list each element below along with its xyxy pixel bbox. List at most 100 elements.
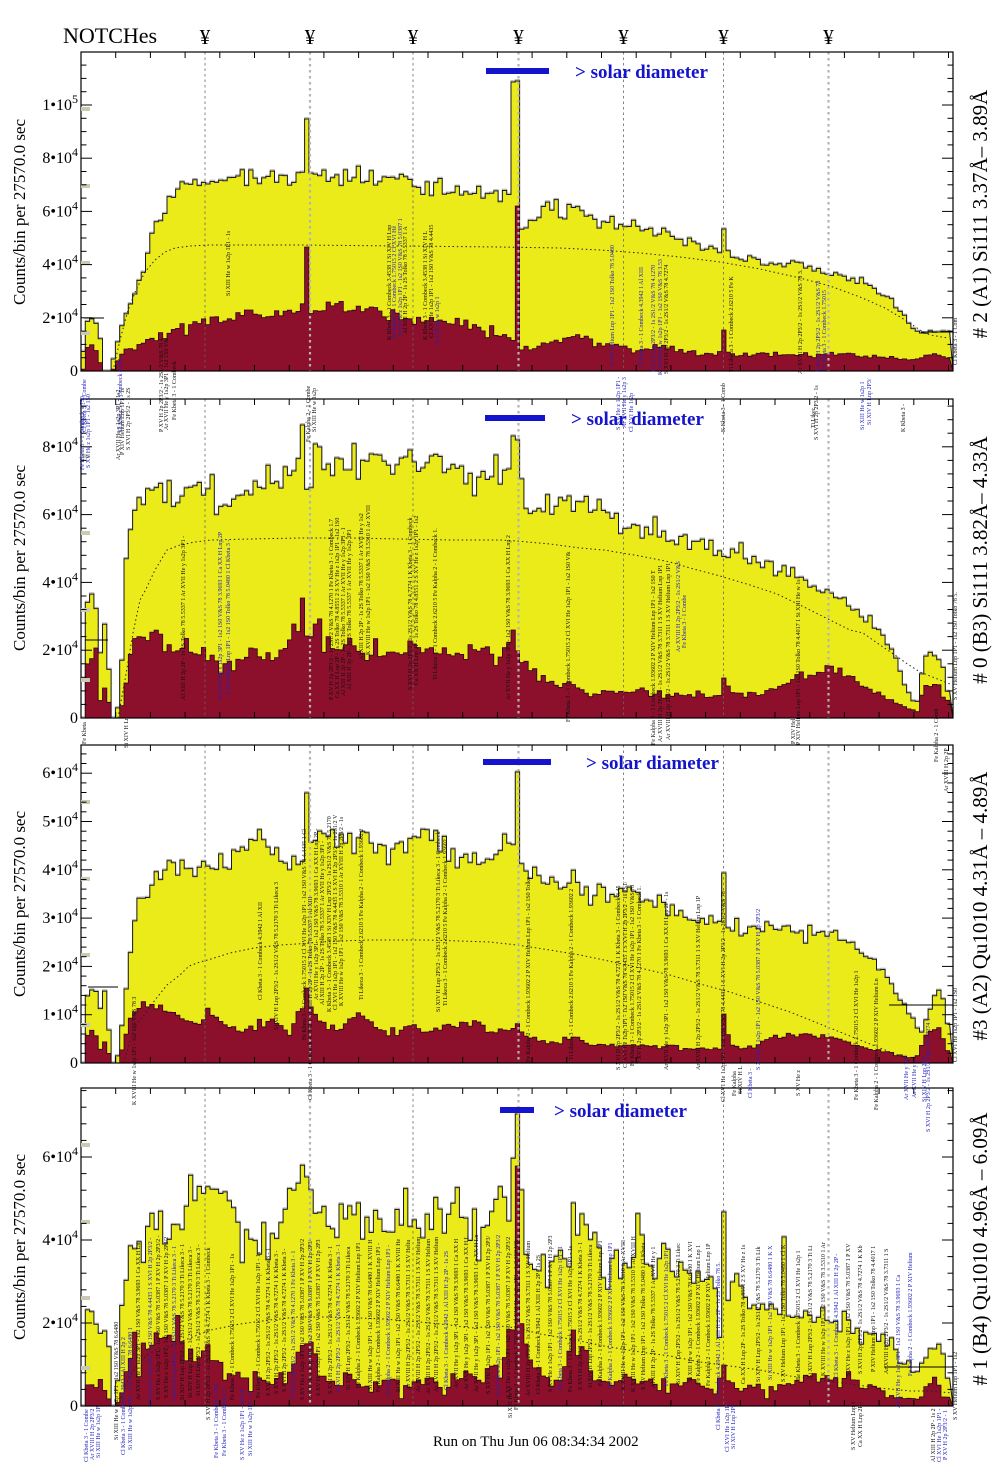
svg-text:Si XIV H L: Si XIV H L	[738, 1066, 744, 1094]
svg-text:S XV He z 1s2p 1P1 - 1s2 1S: S XV He z 1s2p 1P1 - 1s2 1S	[240, 1389, 246, 1460]
svg-text:¥: ¥	[618, 25, 629, 49]
svg-text:Si XIV H Lnp 2P3/2 - 1s 2S1/2: Si XIV H Lnp 2P3/2 - 1s 2S1/2 V&S 78 5.2…	[436, 832, 442, 1012]
svg-text:P XIV Heli: P XIV Heli	[791, 717, 797, 744]
svg-text:Si XIV H Lnp 2P3: Si XIV H Lnp 2P3	[731, 1404, 737, 1449]
svg-text:Ar XVII He y 1s2p 3P1 - 1s2 1S: Ar XVII He y 1s2p 3P1 - 1s2 1S0 V&S 78 3…	[314, 828, 320, 1000]
svg-text:Fe Kbeta 3 - 1 Combeck 1.750: Fe Kbeta 3 - 1 Combeck 1.750	[80, 396, 86, 470]
svg-text:0: 0	[70, 1398, 78, 1415]
svg-text:Cl XVI He 1s2p 1P1 - 1s2 1S0 V: Cl XVI He 1s2p 1P1 - 1s2 1S0 V&S 78 4.44…	[623, 881, 629, 1068]
svg-text:S XV He z 1s2p 1P1 - 1s2 1S0 V: S XV He z 1s2p 1P1 - 1s2 1S0 V&S 78 5.03…	[398, 218, 404, 336]
svg-text:S XVI H 2p 2P3/2 - 1s 2S1/2 V&: S XVI H 2p 2P3/2 - 1s 2S1/2 V&S 78 4.727…	[616, 885, 622, 1070]
svg-text:Si XIV H Lnp 2P3: Si XIV H Lnp 2P3	[922, 1057, 928, 1102]
svg-text:Fe Kbeta 3 - 1 Combeck 1.750: Fe Kbeta 3 - 1 Combeck 1.750	[214, 1384, 220, 1458]
svg-text:S XV Helium Lnp 1P1 - 1s2 1S0: S XV Helium Lnp 1P1 - 1s2 1S0 Tolko 78 5…	[781, 1244, 787, 1382]
svg-text:Cl XVI He 1s2p: Cl XVI He 1s2p	[629, 393, 635, 432]
svg-text:Si XIII He w 1s2p 1P1 - 1s2 1S: Si XIII He w 1s2p 1P1 - 1s2 1S0 V&S 78 6…	[128, 1327, 134, 1450]
svg-text:2•104: 2•104	[42, 953, 78, 975]
svg-text:Cl XVI He 1s2p 1P1 - 1s2 1S0: Cl XVI He 1s2p 1P1 - 1s2 1S0	[953, 988, 959, 1062]
svg-text:K XVIII He w 1s2p 1P1 - 1s2 1S: K XVIII He w 1s2p 1P1 - 1s2 1S0 V&S 78 3…	[631, 1235, 637, 1392]
svg-text:Fe Kalpha 2 - 1 Comb: Fe Kalpha 2 - 1 Comb	[934, 709, 940, 763]
svg-text:Fe Kalpha 2 - 1 Combeck 1.93: Fe Kalpha 2 - 1 Combeck 1.93602 2 P XIV …	[874, 978, 880, 1110]
svg-text:Fe Kalpha 2 - 1 Combeck 1.93: Fe Kalpha 2 - 1 Combeck 1.93602 2 P XIV …	[376, 1243, 382, 1392]
svg-text:Ar XVII He y 1s2p 3P1 - 1s2 1S: Ar XVII He y 1s2p 3P1 - 1s2 1S0 V&S 78 3…	[136, 1243, 142, 1400]
svg-text:P XV H 2p 2P3/2 - 1s 2S1/2 V&S: P XV H 2p 2P3/2 - 1s 2S1/2 V&S 78 4.1270…	[291, 1251, 297, 1398]
svg-text:K Kbeta 3 - 1 Combeck 3.4538: K Kbeta 3 - 1 Combeck 3.4538 1 Si XIV H …	[327, 816, 333, 1012]
svg-text:S XVI H 2p 2P3/2 - 1s 2S1/2 V&: S XVI H 2p 2P3/2 - 1s 2S1/2 V&S 78 4.727…	[266, 1248, 272, 1396]
svg-text:S XVI H 2p 2P3/2 - 1s 2S1/2 V&: S XVI H 2p 2P3/2 - 1s 2S1/2 V&S 78 4.727…	[408, 517, 414, 690]
svg-text:Si XIV H Lnp 2P3/2 - 1s 2S1/2: Si XIV H Lnp 2P3/2 - 1s 2S1/2 V&S 78 5.2…	[588, 1244, 594, 1388]
svg-text:P XV H 2p 2P3/2 - 1s 2S1/2 V&S: P XV H 2p 2P3/2 - 1s 2S1/2 V&S 78 4.1270	[651, 265, 657, 372]
svg-text:0: 0	[70, 1055, 78, 1072]
svg-text:P XIV Helium Lnp 1P1 - 1s2 1S0: P XIV Helium Lnp 1P1 - 1s2 1S0 Tolko 78 …	[871, 1246, 877, 1372]
svg-text:Cl XVI He 1s2p 1P1 - 1s2 1S0 V: Cl XVI He 1s2p 1P1 - 1s2 1S0 V&S 78 4.44…	[721, 891, 727, 1102]
svg-text:Fe Kbeta 3 - 1 Combeck 1.750: Fe Kbeta 3 - 1 Combeck 1.75015 2 Cl XVI …	[230, 1253, 236, 1400]
svg-text:K Kbeta 3 - 1 Comb: K Kbeta 3 - 1 Comb	[721, 383, 727, 432]
svg-text:¥: ¥	[823, 25, 834, 49]
svg-text:Ar XVIII H 2p 2P3/2 - 1s 2S1/2: Ar XVIII H 2p 2P3/2 - 1s 2S1/2 V&S 78 3.…	[666, 563, 672, 740]
svg-text:S XVI H 2p 2P3/2 - 1s 2S1/2 V&: S XVI H 2p 2P3/2 - 1s 2S1/2 V&S 78 4.727…	[274, 1250, 280, 1394]
svg-text:2•104: 2•104	[42, 305, 78, 327]
svg-text:Si XIV H Lnp 2P3/2 - 1s 2S1/2: Si XIV H Lnp 2P3/2 - 1s 2S1/2 V&S 78 5.2…	[676, 1243, 682, 1384]
svg-text:Fe Kalpha 2 - 1 Combeck 1.93: Fe Kalpha 2 - 1 Combeck 1.93602 2 P XIV …	[598, 1241, 604, 1387]
svg-text:Cl XVI He 1s2p 1P1 -: Cl XVI He 1s2p 1P1 -	[937, 1408, 943, 1462]
svg-text:Fe Kbeta 3 - 1 Combeck 1.750: Fe Kbeta 3 - 1 Combeck 1.75015 2 Cl XVI …	[664, 1247, 670, 1386]
svg-text:S XV He z 1s2p 1P1 - 1s2 1S0 V: S XV He z 1s2p 1P1 - 1s2 1S0 V&S 78 5.03…	[316, 1240, 322, 1396]
svg-text:2•104: 2•104	[42, 637, 78, 659]
svg-text:> solar diameter: > solar diameter	[554, 1101, 687, 1122]
svg-text:S XVI H 2p 2P3/2 - 1s 2S1/2 V&: S XVI H 2p 2P3/2 - 1s 2S1/2 V&S 78	[816, 281, 822, 372]
svg-text:P XIV Helium Lnp 1P1 - 1s: P XIV Helium Lnp 1P1 - 1s	[120, 387, 126, 455]
svg-text:S XV He z: S XV He z	[796, 1070, 802, 1096]
svg-text:S XV He z 1s2p 1P1 - 1s2 1S0 V: S XV He z 1s2p 1P1 - 1s2 1S0 V&S 78 5.03…	[756, 909, 762, 1070]
svg-text:S XV Helium Lnp 1: S XV Helium Lnp 1	[851, 1401, 857, 1450]
svg-text:S XVI H 2p 2P3/2 - 1s 2S1/2 V&: S XVI H 2p 2P3/2 - 1s 2S1/2 V&S 78 4.727…	[858, 1245, 864, 1374]
svg-text:Fe Kbeta 3 - 1 Combeck 1.750: Fe Kbeta 3 - 1 Combeck 1.75015 2 Cl XVI …	[630, 885, 636, 1066]
svg-text:Cl Kbeta 3 - 1 Combeck 4.394: Cl Kbeta 3 - 1 Combeck 4.3942 1 Al XII	[258, 902, 264, 1000]
svg-text:S XVI H 2p 2P3/2 - 1s 2S1/2 V&: S XVI H 2p 2P3/2 - 1s 2S1/2 V&S 78 4.727…	[926, 1018, 932, 1132]
svg-text:K XVIII He w 1s2p 1P1 - 1s2 1S: K XVIII He w 1s2p 1P1 - 1s2 1S0 V&S 78 3…	[658, 259, 664, 375]
svg-text:Si XIII He w 1s2p 1P1 - 1s2 1S: Si XIII He w 1s2p 1P1 - 1s2 1S0 V&S 78 6…	[368, 1239, 374, 1390]
svg-text:#3 (A2) Qu1010 4.31Å – 4.89Å: #3 (A2) Qu1010 4.31Å – 4.89Å	[968, 771, 992, 1041]
svg-text:Si XIII He w 1s2p 1: Si XIII He w 1s2p 1	[860, 382, 866, 431]
svg-text:Fe Kbeta 3 - 1 Combeck 1.750: Fe Kbeta 3 - 1 Combeck 1.75015 2 Cl XVI …	[796, 1251, 802, 1380]
svg-text:Ca XX H Lnp 2P - 1s 2S Tolko 7: Ca XX H Lnp 2P - 1s 2S Tolko 78 4.8551 2…	[414, 516, 420, 685]
svg-text:Si XIV H Lnp 2P3/2 - 1s 2S1/2: Si XIV H Lnp 2P3/2 - 1s 2S1/2 V&S 78 5.2…	[180, 1244, 186, 1400]
svg-text:# 0 (B3) Si111 3.82Å– 4.33Å: # 0 (B3) Si111 3.82Å– 4.33Å	[968, 435, 992, 683]
svg-text:Fe Kalpha 2 - 1 Combeck 1.93: Fe Kalpha 2 - 1 Combeck 1.93602 2 P XIV …	[696, 1245, 702, 1384]
svg-text:S XVI H 2p 2P3/2 - 1s 2S1/2 V&: S XVI H 2p 2P3/2 - 1s 2S1/2 V&S 78 4.727…	[328, 1246, 334, 1394]
svg-text:Cl XVI He 1s2p 1P1 - 1s2 1S0 V: Cl XVI He 1s2p 1P1 - 1s2 1S0 V&S 78 4.44…	[333, 814, 339, 1010]
svg-text:Ca XX H Lnp 2P - 1s 2S Tolko 7: Ca XX H Lnp 2P - 1s 2S Tolko 78 4.8551 2…	[741, 1244, 747, 1384]
svg-text:Al XIII H 2p 2P - 1s 2S Tolko: Al XIII H 2p 2P - 1s 2S Tolko 78 5.5337 …	[181, 536, 187, 700]
svg-text:Cl XVI He 1s2p 1P1 - 1s2 1S0 V: Cl XVI He 1s2p 1P1 - 1s2 1S0 V&S 78 4.44…	[148, 1238, 154, 1405]
svg-text:Si XIII He w 1s2p 1: Si XIII He w 1s2p 1	[435, 297, 441, 346]
svg-text:Ca XX H Lnp 2P -: Ca XX H Lnp 2P -	[858, 1402, 864, 1447]
svg-text:Cl Kbeta 3 - 1 Combeck 4.394: Cl Kbeta 3 - 1 Combeck 4.394	[118, 359, 124, 433]
svg-text:Fe Kbeta 3 - 1 Combeck 1.750: Fe Kbeta 3 - 1 Combeck 1.75015 2 Cl XVI …	[514, 1239, 520, 1410]
svg-text:¥: ¥	[200, 25, 211, 49]
svg-text:Si XIV H Ln: Si XIV H Ln	[124, 717, 130, 748]
svg-text:Si XIV H Lnp 2P3/2 - 1s 2S1/2: Si XIV H Lnp 2P3/2 - 1s 2S1/2 V&S 78 5.2…	[196, 1245, 202, 1396]
svg-text:Cl Kbeta 3 - 1 Combeck 4.394: Cl Kbeta 3 - 1 Combeck 4.3942 1 Al XIII …	[444, 1251, 450, 1390]
svg-text:Ar XVIII H 2p 2P3/2 - 1s 2S1/2: Ar XVIII H 2p 2P3/2 - 1s 2S1/2 V&S 78 3.…	[526, 1241, 532, 1396]
svg-text:Cl XVI He 1s2p 1P: Cl XVI He 1s2p 1P	[725, 1404, 731, 1452]
svg-text:1•105: 1•105	[42, 92, 78, 114]
svg-text:Fe Kbeta 3 - 1 Combe: Fe Kbeta 3 - 1 Combe	[682, 595, 688, 648]
svg-text:Cl Kbeta 3 - 1 Combeck 4.394: Cl Kbeta 3 - 1 Combeck 4.3942 1 Al XIII …	[716, 1262, 722, 1430]
svg-text:Si XIII He w 1s2p: Si XIII He w 1s2p	[312, 388, 318, 432]
svg-text:K XVIII He w 1s2p 1P1 - 1s2 1S: K XVIII He w 1s2p 1P1 - 1s2 1S0 V&S 78 3…	[339, 816, 345, 1006]
svg-text:S XV He z 1s2p 1P1 - 1s2 1S0 V: S XV He z 1s2p 1P1 - 1s2 1S0 V&S 78 5.03…	[846, 1243, 852, 1376]
svg-text:Fe Kbeta 3 - 1 Combeck 1.750: Fe Kbeta 3 - 1 Combeck 1.75015 2 Cl XVI …	[568, 1245, 574, 1392]
svg-text:Al XIII H 2p 2P - 1s 2S Tolko: Al XIII H 2p 2P - 1s 2S Tolko 78 5.5337 …	[403, 226, 409, 334]
svg-text:Fe Kbeta 3 - 1 Combeck 1.750: Fe Kbeta 3 - 1 Combeck 1.75015 2 Cl XVI …	[302, 829, 308, 1040]
svg-text:Counts/bin per 27570.0 sec: Counts/bin per 27570.0 sec	[10, 119, 29, 305]
svg-text:Fe Kalpha 2 - 1 Combeck 1.93: Fe Kalpha 2 - 1 Combeck 1.93602 2 P XIV …	[608, 1243, 614, 1389]
svg-text:Si XIII He w 1s2p 1P1 - 1s2 1S: Si XIII He w 1s2p 1P1 - 1s2 1S0 V&S 78 6…	[114, 1322, 120, 1440]
svg-text:S XVI H 2p 2P3/2 - 1s 2S: S XVI H 2p 2P3/2 - 1s 2S	[126, 387, 132, 450]
svg-text:0: 0	[70, 710, 78, 727]
svg-text:Ar XVII He y 1s2p 3P1 - 1s2 1S: Ar XVII He y 1s2p 3P1 - 1s2 1S0 V&S 78 3…	[506, 535, 512, 700]
svg-text:Ar XVIII H 2p 2P3/2 - 1s 2S1/2: Ar XVIII H 2p 2P3/2 - 1s 2S1/2 V&S 78 3.…	[696, 895, 702, 1070]
svg-text:Ar XVII He y 1s2p 3P1 - 1s2 1S: Ar XVII He y 1s2p 3P1 - 1s2 1S0 V&S 78 3…	[664, 891, 670, 1070]
svg-text:S XV He z 1s2p 1P1 - 1s2 1S0 V: S XV He z 1s2p 1P1 - 1s2 1S0 V&S 78 5.03…	[506, 1237, 512, 1398]
svg-text:6•104: 6•104	[42, 502, 78, 524]
svg-text:4•104: 4•104	[42, 857, 78, 879]
svg-text:Si XIII He w 1s2p 1P1 - 1s2 1S: Si XIII He w 1s2p 1P1 - 1s2 1S0 V&S 78 6…	[688, 1241, 694, 1382]
